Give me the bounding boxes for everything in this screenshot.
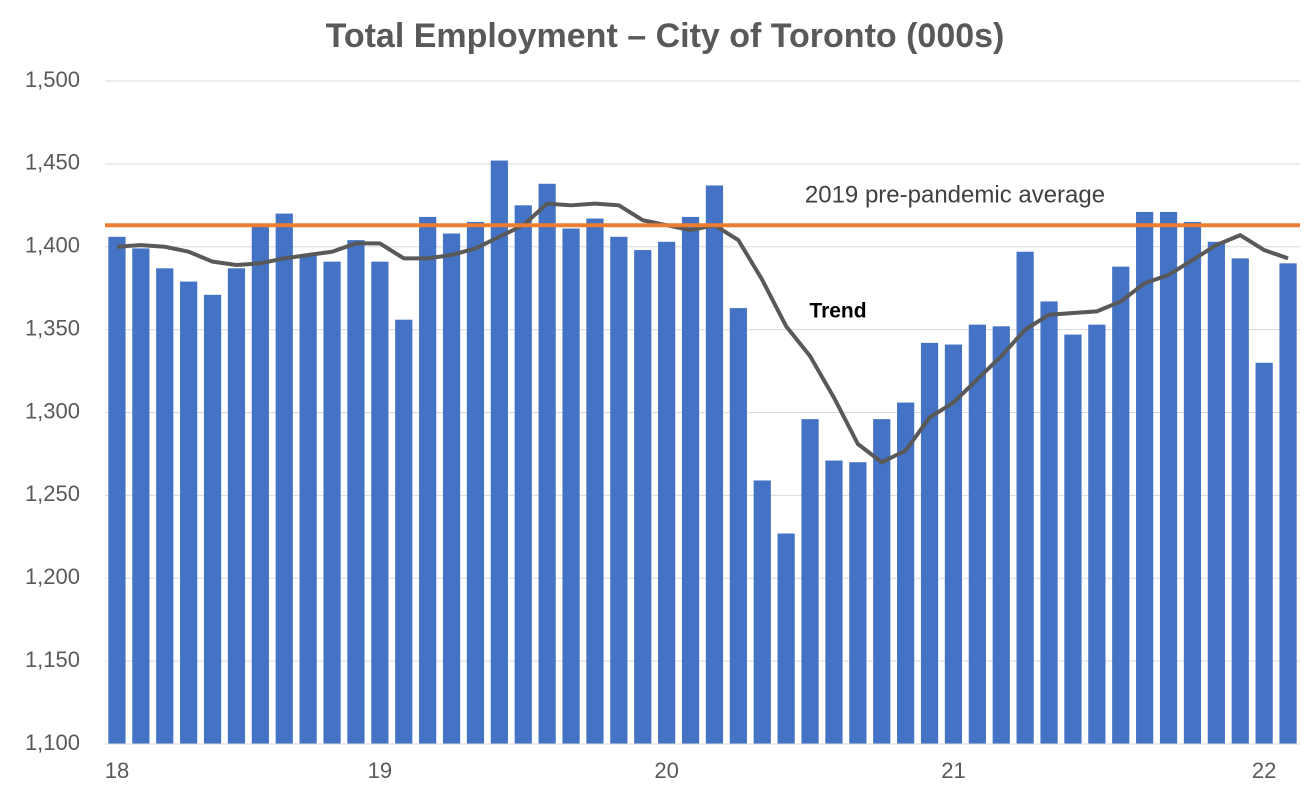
bar <box>658 241 676 744</box>
x-tick-label: 20 <box>654 758 678 783</box>
x-tick-label: 18 <box>105 758 129 783</box>
bar <box>968 324 986 744</box>
trend-line <box>116 201 1289 465</box>
bar <box>849 462 867 744</box>
bar <box>944 344 963 744</box>
bar <box>1183 221 1202 744</box>
y-tick-label: 1,500 <box>25 67 80 92</box>
bar <box>442 233 461 745</box>
bar <box>419 216 437 745</box>
bar <box>395 319 413 744</box>
y-tick-label: 1,250 <box>25 481 80 506</box>
bar <box>801 419 819 744</box>
bar <box>729 308 747 744</box>
x-tick-label: 21 <box>941 758 965 783</box>
bar <box>1207 241 1225 744</box>
bar <box>873 419 891 744</box>
y-tick-label: 1,400 <box>25 233 80 258</box>
trend-label: Trend <box>809 300 866 323</box>
bar <box>777 533 795 744</box>
bar <box>227 268 246 744</box>
bar <box>586 218 604 744</box>
y-tick-label: 1,300 <box>25 398 80 423</box>
bar <box>466 221 485 744</box>
bar <box>681 216 700 745</box>
bar <box>1040 301 1058 744</box>
bar <box>897 402 915 744</box>
bar <box>275 213 293 745</box>
bar <box>705 185 724 745</box>
y-tick-label: 1,350 <box>25 315 80 340</box>
bar <box>562 228 580 744</box>
bar <box>347 240 365 744</box>
bar <box>1016 251 1034 744</box>
bar <box>108 236 126 744</box>
bar <box>251 223 269 745</box>
bar <box>1159 211 1178 744</box>
bar <box>1136 211 1154 744</box>
bar <box>1231 258 1249 744</box>
bar <box>323 261 341 744</box>
bar <box>634 250 652 744</box>
chart-title: Total Employment – City of Toronto (000s… <box>326 17 1005 55</box>
bar <box>538 183 556 744</box>
bar <box>1279 263 1297 744</box>
y-tick-label: 1,200 <box>25 564 80 589</box>
bar <box>1112 266 1130 744</box>
bar <box>156 268 174 744</box>
bar <box>180 281 198 744</box>
bar <box>132 248 150 744</box>
bar <box>514 205 532 744</box>
y-tick-label: 1,450 <box>25 150 80 175</box>
bar <box>825 460 843 744</box>
bar <box>610 236 628 744</box>
bar <box>203 294 222 744</box>
y-tick-label: 1,150 <box>25 647 80 672</box>
reference-label: 2019 pre-pandemic average <box>805 182 1105 209</box>
bar <box>371 261 389 744</box>
x-tick-label: 22 <box>1252 758 1276 783</box>
x-tick-label: 19 <box>368 758 392 783</box>
bar <box>1088 324 1106 744</box>
bar <box>920 342 939 744</box>
bar <box>992 326 1010 744</box>
bar <box>753 480 771 744</box>
bar <box>1255 362 1273 744</box>
bar <box>299 255 317 744</box>
y-tick-label: 1,100 <box>25 730 80 755</box>
bar <box>1064 334 1082 744</box>
bar <box>490 160 508 744</box>
